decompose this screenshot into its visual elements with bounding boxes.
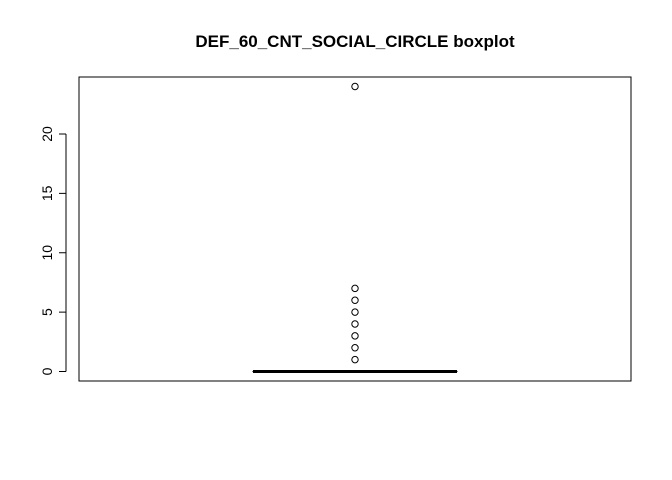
y-axis: 0 5 10 15 20: [39, 126, 67, 375]
outlier-layer: [351, 82, 359, 364]
outlier-point: [351, 82, 359, 91]
y-tick-label: 20: [39, 126, 55, 142]
y-tick-label: 5: [39, 308, 55, 316]
outlier-point: [351, 296, 359, 304]
chart-title: DEF_60_CNT_SOCIAL_CIRCLE boxplot: [195, 32, 515, 51]
outlier-point: [351, 355, 359, 364]
outlier-point: [351, 332, 359, 340]
y-tick-label: 10: [39, 245, 55, 261]
outlier-point: [351, 284, 359, 293]
y-tick-label: 0: [39, 367, 55, 375]
outlier-point: [351, 308, 359, 316]
y-tick-label: 15: [39, 185, 55, 201]
outlier-point: [351, 344, 359, 352]
plot-frame: [78, 76, 632, 382]
outlier-point: [351, 320, 359, 328]
